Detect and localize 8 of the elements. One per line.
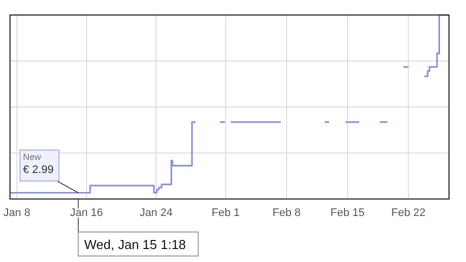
x-tick-label: Feb 15	[330, 207, 365, 219]
x-tick-label: Feb 1	[212, 207, 240, 219]
x-tick-label: Feb 8	[272, 207, 301, 219]
x-tick-label: Jan 24	[140, 207, 173, 219]
annotation: New € 2.99	[23, 152, 54, 176]
text: Wed, Jan 15 1:18	[84, 237, 186, 252]
x-tick-label: Jan 8	[3, 207, 30, 219]
x-tick-label: Feb 22	[391, 207, 426, 219]
